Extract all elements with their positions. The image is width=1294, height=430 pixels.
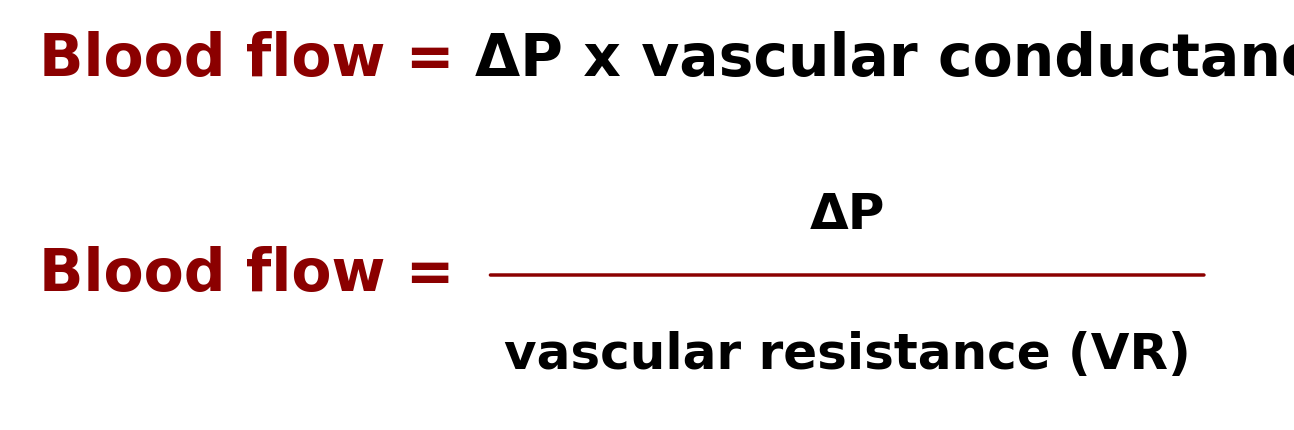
Text: vascular resistance (VR): vascular resistance (VR): [503, 331, 1190, 379]
Text: Blood flow =: Blood flow =: [39, 246, 475, 304]
Text: Blood flow =: Blood flow =: [39, 31, 475, 89]
Text: ΔP x vascular conductance (VC): ΔP x vascular conductance (VC): [475, 31, 1294, 89]
Text: ΔP: ΔP: [810, 191, 885, 239]
